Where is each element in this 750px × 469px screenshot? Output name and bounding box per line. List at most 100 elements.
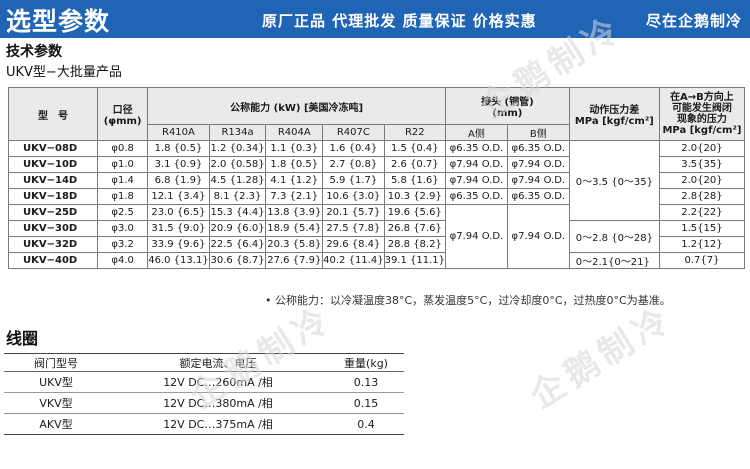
reverse-pressure-cell: 2.2{22} [658,204,746,221]
header-side-b: B侧 [506,124,570,141]
capacity-cell: 4.5 {1.28} [208,172,267,189]
header-port: 口径 (φmm) [96,87,149,141]
header-capacity: 公称能力 (kW) [美国冷冻吨] [147,87,447,125]
capacity-cell: 1.8 {0.5} [265,156,324,173]
connection-a-cell: φ6.35 O.D. [445,140,508,157]
section-title: 技术参数 [6,44,62,60]
capacity-cell: 2.0 {0.58} [208,156,267,173]
capacity-cell: 1.5 {0.4} [383,140,447,157]
model-cell: UKV−25D [8,204,98,221]
capacity-cell: 28.8 {8.2} [383,236,447,253]
coil-rating-cell: 12V DC…380mA /相 [108,392,328,414]
watermark: 企鹅制冷 [523,298,681,417]
table-row: UKV−14D φ1.4 6.8 {1.9} 4.5 {1.28} 4.1 {1… [8,172,746,189]
port-cell: φ3.2 [96,236,149,253]
coil-weight-cell: 0.13 [328,371,404,393]
model-cell: UKV−30D [8,220,98,237]
connection-a-merged-cell: φ7.94 O.D. [445,204,508,269]
capacity-cell: 39.1 {11.1} [383,252,447,269]
pressure-cell: 0～2.1{0～21} [568,252,660,269]
capacity-cell: 26.8 {7.6} [383,220,447,237]
capacity-cell: 20.3 {5.8} [265,236,324,253]
coil-weight-cell: 0.4 [328,413,404,435]
header-pressure: 动作压力差 MPa [kgf/cm²] [568,87,660,141]
coil-model-cell: VKV型 [4,392,108,414]
reverse-pressure-cell: 2.0{20} [658,172,746,189]
port-cell: φ0.8 [96,140,149,157]
header-refrigerant: R22 [383,124,447,141]
capacity-cell: 31.5 {9.0} [147,220,210,237]
capacity-cell: 1.1 {0.3} [265,140,324,157]
table-row: UKV型 12V DC…260mA /相 0.13 [4,371,404,393]
table-row: UKV−10D φ1.0 3.1 {0.9} 2.0 {0.58} 1.8 {0… [8,156,746,173]
capacity-cell: 10.6 {3.0} [322,188,385,205]
port-cell: φ1.8 [96,188,149,205]
capacity-footnote: • 公称能力：以冷凝温度38°C，蒸发温度5°C，过冷却度0°C，过热度0°C为… [265,294,671,307]
capacity-cell: 12.1 {3.4} [147,188,210,205]
capacity-cell: 46.0 {13.1} [147,252,210,269]
capacity-cell: 27.5 {7.8} [322,220,385,237]
coil-model-cell: UKV型 [4,371,108,393]
coil-weight-cell: 0.15 [328,392,404,414]
model-cell: UKV−14D [8,172,98,189]
banner-shop-name: 尽在企鹅制冷 [645,12,742,30]
coil-header-model: 阀门型号 [4,353,108,372]
coil-table: 阀门型号 额定电流、电压 重量(kg) UKV型 12V DC…260mA /相… [4,353,404,435]
port-cell: φ1.0 [96,156,149,173]
capacity-cell: 15.3 {4.4} [208,204,267,221]
model-cell: UKV−18D [8,188,98,205]
capacity-cell: 6.8 {1.9} [147,172,210,189]
connection-b-merged-cell: φ7.94 O.D. [506,204,570,269]
reverse-pressure-cell: 2.0{20} [658,140,746,157]
capacity-cell: 5.9 {1.7} [322,172,385,189]
reverse-pressure-cell: 1.5{15} [658,220,746,237]
reverse-pressure-cell: 1.2{12} [658,236,746,253]
capacity-cell: 27.6 {7.9} [265,252,324,269]
connection-b-cell: φ6.35 O.D. [506,140,570,157]
capacity-cell: 22.5 {6.4} [208,236,267,253]
header-refrigerant: R134a [208,124,267,141]
header-side-a: A侧 [445,124,508,141]
header-reverse-pressure: 在A→B方向上 可能发生阀闭 现象的压力 MPa [kgf/cm²] [658,87,746,141]
capacity-cell: 8.1 {2.3} [208,188,267,205]
header-refrigerant: R407C [322,124,385,141]
capacity-cell: 7.3 {2.1} [265,188,324,205]
coil-rating-cell: 12V DC…260mA /相 [108,371,328,393]
model-cell: UKV−10D [8,156,98,173]
capacity-cell: 10.3 {2.9} [383,188,447,205]
port-cell: φ4.0 [96,252,149,269]
capacity-cell: 20.1 {5.7} [322,204,385,221]
capacity-cell: 23.0 {6.5} [147,204,210,221]
capacity-cell: 1.6 {0.4} [322,140,385,157]
connection-b-cell: φ6.35 O.D. [506,188,570,205]
capacity-cell: 3.1 {0.9} [147,156,210,173]
table-row: UKV−08D φ0.8 1.8 {0.5} 1.2 {0.34} 1.1 {0… [8,140,746,221]
table-row: UKV−30D φ3.0 31.5 {9.0} 20.9 {6.0} 18.9 … [8,220,746,253]
table-row: AKV型 12V DC…375mA /相 0.4 [4,413,404,435]
port-cell: φ1.4 [96,172,149,189]
capacity-cell: 1.2 {0.34} [208,140,267,157]
header-connection: 接头 (铜管) (mm) [445,87,570,125]
capacity-cell: 5.8 {1.6} [383,172,447,189]
reverse-pressure-cell: 2.8{28} [658,188,746,205]
capacity-cell: 1.8 {0.5} [147,140,210,157]
connection-a-cell: φ6.35 O.D. [445,188,508,205]
coil-header-weight: 重量(kg) [328,353,404,372]
capacity-cell: 33.9 {9.6} [147,236,210,253]
connection-a-cell: φ7.94 O.D. [445,172,508,189]
reverse-pressure-cell: 3.5{35} [658,156,746,173]
capacity-cell: 19.6 {5.6} [383,204,447,221]
capacity-cell: 2.7 {0.8} [322,156,385,173]
banner: 选型参数 原厂正品 代理批发 质量保证 价格实惠 尽在企鹅制冷 [0,0,750,38]
header-refrigerant: R404A [265,124,324,141]
capacity-cell: 18.9 {5.4} [265,220,324,237]
capacity-cell: 4.1 {1.2} [265,172,324,189]
connection-b-cell: φ7.94 O.D. [506,156,570,173]
connection-a-cell: φ7.94 O.D. [445,156,508,173]
header-refrigerant: R410A [147,124,210,141]
coil-section-title: 线圈 [6,329,39,348]
banner-slogan: 原厂正品 代理批发 质量保证 价格实惠 [262,12,537,30]
coil-model-cell: AKV型 [4,413,108,435]
table-row: UKV−18D φ1.8 12.1 {3.4} 8.1 {2.3} 7.3 {2… [8,188,746,205]
port-cell: φ3.0 [96,220,149,237]
